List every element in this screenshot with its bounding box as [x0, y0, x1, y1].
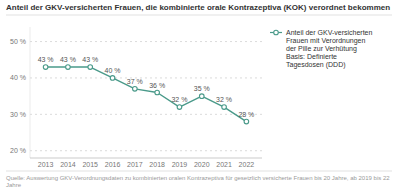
point — [177, 105, 182, 110]
text-line: Jahre — [6, 182, 22, 188]
x-tick-label: 2022 — [239, 161, 255, 168]
data-label: 43 % — [38, 56, 54, 63]
point — [222, 105, 227, 110]
data-label: 36 % — [149, 82, 165, 89]
data-label: 35 % — [194, 85, 210, 92]
grid-line — [30, 77, 262, 78]
legend-line: Basis: Definierte — [286, 53, 337, 60]
point — [110, 76, 115, 81]
x-tick-label: 2021 — [216, 161, 232, 168]
data-label: 37 % — [127, 78, 143, 85]
x-tick-label: 2020 — [194, 161, 210, 168]
y-tick-label: 50 % — [10, 38, 26, 45]
title: Anteil der GKV-versicherten Frauen, die … — [6, 3, 390, 12]
y-tick-label: 30 % — [10, 111, 26, 118]
data-label: 32 % — [171, 96, 187, 103]
legend-label: Anteil der GKV-versichertenFrauen mit Ve… — [286, 29, 372, 69]
point — [199, 94, 204, 99]
x-tick-label: 2017 — [127, 161, 143, 168]
text-line: Anteil der GKV-versicherten Frauen, die … — [6, 3, 390, 12]
legend: Anteil der GKV-versichertenFrauen mit Ve… — [270, 29, 372, 69]
grid-line — [30, 114, 262, 115]
data-label: 40 % — [105, 67, 121, 74]
x-tick-label: 2014 — [60, 161, 76, 168]
title-rule — [6, 15, 392, 16]
y-axis-line — [30, 27, 31, 158]
y-tick-label: 40 % — [10, 74, 26, 81]
y-tick-label: 20 % — [10, 147, 26, 154]
x-tick-label: 2015 — [82, 161, 98, 168]
legend-line: der Pille zur Verhütung — [286, 45, 357, 53]
x-tick-label: 2016 — [105, 161, 121, 168]
data-label: 43 % — [82, 56, 98, 63]
legend-marker — [274, 30, 279, 35]
x-tick-label: 2019 — [172, 161, 188, 168]
x-tick-label: 2013 — [38, 161, 54, 168]
data-label: 43 % — [60, 56, 76, 63]
data-label: 32 % — [216, 96, 232, 103]
point — [88, 65, 93, 70]
point — [244, 119, 249, 124]
data-label: 28 % — [238, 111, 254, 118]
footer-rule — [6, 171, 392, 172]
grid-line — [30, 41, 262, 42]
legend-line: Anteil der GKV-versicherten — [286, 29, 372, 36]
y-axis: 20 % 30 % 40 % 50 % — [10, 38, 262, 154]
series-line — [46, 67, 247, 122]
text-line: Quelle: Auswertung GKV-Verordnungsdaten … — [6, 175, 390, 181]
x-axis: 2013 2014 2015 2016 2017 2018 2019 2020 2021 2022 — [30, 158, 262, 168]
x-axis-line — [30, 158, 262, 159]
grid-line — [30, 150, 262, 151]
point — [43, 65, 48, 70]
plot-marks — [43, 65, 248, 124]
point — [155, 90, 160, 95]
x-tick-label: 2018 — [149, 161, 165, 168]
chart: Anteil der GKV-versicherten Frauen, die … — [0, 0, 398, 190]
point — [133, 87, 138, 92]
footer: Quelle: Auswertung GKV-Verordnungsdaten … — [6, 175, 390, 188]
point — [66, 65, 71, 70]
data-labels: 43 % 43 % 43 % 40 % 37 % 36 % 32 % 35 % 32 % 28 % — [38, 56, 255, 118]
legend-line: Frauen mit Verordnungen — [286, 37, 365, 45]
legend-line: Tagesdosen (DDD) — [286, 61, 346, 69]
